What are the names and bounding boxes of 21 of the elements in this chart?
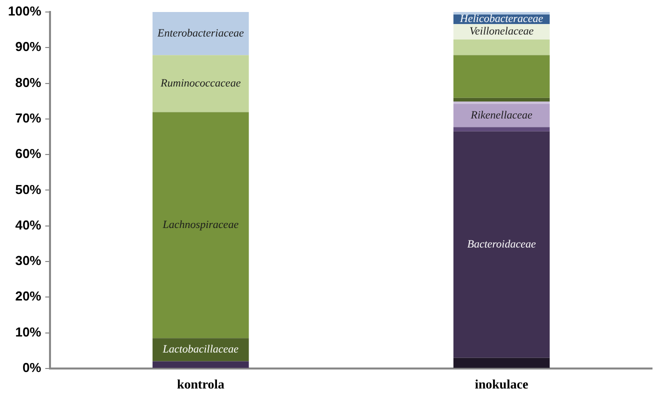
y-tick-label: 100% [8,4,42,19]
y-tick-label: 50% [15,182,42,197]
series-label: Rikenellaceae [470,109,533,122]
y-tick-label: 80% [15,74,42,90]
series-label: Bacteroidaceae [467,238,536,250]
y-tick-label: 90% [15,39,42,54]
x-tick-label: kontrola [176,376,225,392]
series-label: Ruminococcaceae [160,78,241,90]
y-tick-label: 10% [15,324,42,340]
series-label: Lactobacillaceae [162,344,239,356]
y-tick-label: 0% [22,360,42,375]
y-tick-label: 70% [15,110,42,126]
series-label: Veillonelaceae [469,26,534,38]
x-tick-label: inokulace [474,376,529,392]
y-tick-label: 40% [15,217,42,232]
y-tick-label: 30% [15,253,42,268]
series-label: Enterobacteriaceae [156,27,244,40]
y-tick-label: 60% [15,146,42,162]
series-label: Helicobacteraceae [459,13,544,26]
series-label: Lachnospiraceae [162,219,239,232]
y-tick-label: 20% [15,288,42,304]
